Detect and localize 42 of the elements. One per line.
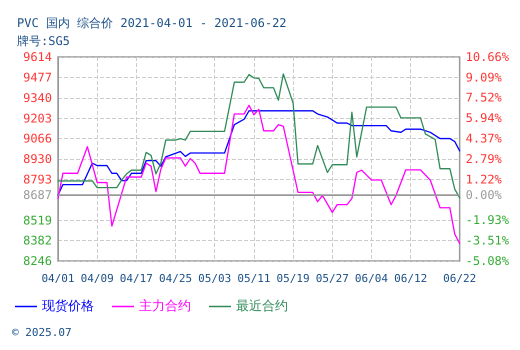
- x-tick-label: 05/19: [276, 272, 310, 285]
- y-tick-label: 8382: [23, 234, 52, 248]
- y-tick-label: 9614: [23, 50, 52, 64]
- line-series: [57, 104, 460, 244]
- y-tick-label: 8793: [23, 172, 52, 186]
- y2-tick-label: 0.00%: [466, 188, 503, 202]
- x-tick-label: 05/03: [198, 272, 232, 285]
- legend-label: 主力合约: [139, 298, 191, 314]
- legend-label: 最近合约: [236, 299, 288, 314]
- y-tick-label: 9340: [23, 90, 52, 105]
- x-tick-label: 05/27: [316, 272, 349, 285]
- y-tick-label: 8519: [23, 213, 52, 228]
- x-tick-label: 04/25: [158, 272, 192, 285]
- y2-tick-label: 5.94%: [466, 111, 503, 126]
- y-tick-label: 9203: [23, 111, 52, 126]
- y2-tick-label: 4.37%: [466, 132, 503, 146]
- text: © 2025.07: [12, 326, 72, 339]
- line-series: [57, 110, 460, 196]
- y2-tick-label: 10.66%: [466, 50, 510, 64]
- y2-tick-label: -1.93%: [466, 213, 510, 228]
- x-tick-label: 06/12: [394, 272, 428, 285]
- y2-tick-label: -5.08%: [466, 254, 510, 268]
- x-tick-label: 06/04: [354, 272, 388, 285]
- y-tick-label: 9066: [23, 132, 52, 146]
- chart-title: PVC 国内 综合价 2021-04-01 - 2021-06-22: [17, 16, 287, 30]
- x-tick-label: 05/11: [237, 272, 270, 285]
- y2-tick-label: 2.79%: [466, 152, 503, 166]
- line-series: [57, 73, 460, 198]
- x-tick-label: 04/09: [80, 272, 114, 285]
- y2-tick-label: 9.09%: [466, 70, 503, 84]
- x-tick-label: 06/22: [443, 272, 476, 285]
- y-tick-label: 8246: [23, 254, 52, 268]
- x-tick-label: 04/01: [41, 272, 75, 285]
- y2-tick-label: 7.52%: [466, 90, 503, 105]
- y-tick-label: 9477: [23, 70, 52, 84]
- x-tick-label: 04/17: [120, 272, 153, 285]
- legend-label: 现货价格: [42, 299, 94, 314]
- y-tick-label: 8687: [23, 188, 52, 202]
- y2-tick-label: -3.51%: [466, 234, 510, 248]
- y-tick-label: 8930: [23, 152, 52, 166]
- y2-tick-label: 1.22%: [466, 172, 503, 186]
- chart-subtitle: 牌号:SG5: [17, 34, 70, 48]
